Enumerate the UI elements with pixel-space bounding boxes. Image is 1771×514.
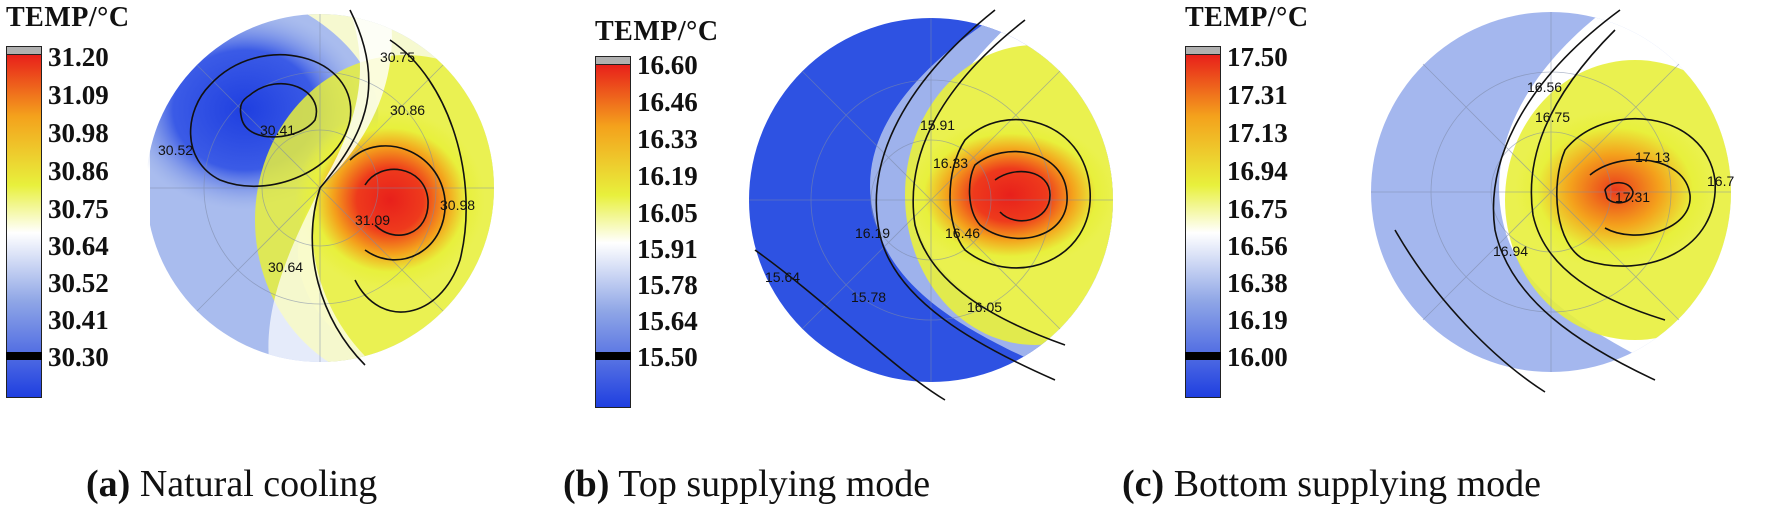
colorbar-tick: 15.64 <box>637 306 698 336</box>
colorbar <box>6 54 42 398</box>
colorbar-tick: 16.94 <box>1227 156 1288 186</box>
caption-letter: (b) <box>563 463 610 505</box>
polar-temperature-map: 30.75 30.86 30.41 30.52 31.09 30.98 30.6… <box>146 9 494 366</box>
contour-label: 15.91 <box>920 117 955 133</box>
panel-b: TEMP/°C 16.60 16.46 16.33 16.19 16.05 15… <box>563 0 1155 514</box>
contour-labels: 30.75 30.86 30.41 30.52 31.09 30.98 30.6… <box>158 49 475 275</box>
contour-label: 15.78 <box>851 289 886 305</box>
caption-letter: (c) <box>1122 463 1165 505</box>
contour-label: 31.09 <box>355 212 390 228</box>
colorbar-tick: 15.50 <box>637 342 698 372</box>
contour-label: 16.19 <box>855 225 890 241</box>
colorbar-tick: 15.91 <box>637 234 698 264</box>
polar-grid <box>1371 12 1731 372</box>
legend-title: TEMP/°C <box>595 16 719 47</box>
caption: (a) Natural cooling <box>86 462 377 506</box>
colorbar-tick: 16.00 <box>1227 342 1288 372</box>
polar-temperature-map: 16.56 16.75 17.13 17.31 16.94 16.7 <box>1371 9 1734 393</box>
contour-label: 17.31 <box>1615 189 1650 205</box>
colorbar-tick: 31.20 <box>48 42 109 72</box>
caption-text: Natural cooling <box>130 463 378 505</box>
colorbar-tick: 30.64 <box>48 231 109 261</box>
panel-c: TEMP/°C 17.50 17.31 17.13 16.94 16.75 16… <box>1122 0 1745 514</box>
colorbar-tick: 16.60 <box>637 50 698 80</box>
contour-label: 16.94 <box>1493 243 1528 259</box>
contour-label: 30.52 <box>158 142 193 158</box>
map-field <box>146 14 494 362</box>
panel-a: TEMP/°C 31.20 31.09 30.98 30.86 30.75 30… <box>0 0 560 514</box>
colorbar-tick: 30.52 <box>48 268 109 298</box>
contour-label: 16.46 <box>945 225 980 241</box>
contour-label: 30.41 <box>260 122 295 138</box>
legend-title: TEMP/°C <box>6 2 130 33</box>
contour-lines <box>189 9 467 366</box>
caption-text: Bottom supplying mode <box>1164 463 1542 505</box>
colorbar-tick: 16.05 <box>637 198 698 228</box>
colorbar-tick: 31.09 <box>48 80 109 110</box>
contour-label: 15.64 <box>765 269 800 285</box>
colorbar-tick: 16.19 <box>1227 305 1288 335</box>
colorbar-tick: 17.31 <box>1227 80 1288 110</box>
polar-temperature-map: 15.91 16.33 16.19 16.46 15.64 15.78 16.0… <box>749 9 1113 401</box>
colorbar-tick: 16.38 <box>1227 268 1288 298</box>
contour-label: 30.64 <box>268 259 303 275</box>
colorbar-tick: 16.75 <box>1227 194 1288 224</box>
colorbar-tick: 16.46 <box>637 87 698 117</box>
contour-label: 17.13 <box>1635 149 1670 165</box>
caption-letter: (a) <box>86 463 131 505</box>
contour-lines <box>1394 9 1716 393</box>
colorbar-tick: 17.13 <box>1227 118 1288 148</box>
caption: (b) Top supplying mode <box>563 462 930 506</box>
contour-label: 30.75 <box>380 49 415 65</box>
legend-title: TEMP/°C <box>1185 2 1309 33</box>
map-field <box>749 18 1113 382</box>
contour-label: 16.56 <box>1527 79 1562 95</box>
contour-label: 16.75 <box>1535 109 1570 125</box>
colorbar-bottom-cap <box>6 352 42 360</box>
caption: (c) Bottom supplying mode <box>1122 462 1541 506</box>
colorbar-tick: 15.78 <box>637 270 698 300</box>
contour-label: 16.33 <box>933 155 968 171</box>
contour-label: 30.86 <box>390 102 425 118</box>
contour-labels: 15.91 16.33 16.19 16.46 15.64 15.78 16.0… <box>765 117 1002 315</box>
colorbar-tick: 30.75 <box>48 194 109 224</box>
colorbar-tick: 17.50 <box>1227 42 1288 72</box>
caption-text: Top supplying mode <box>609 463 931 505</box>
contour-lines <box>754 9 1091 401</box>
map-field <box>1371 12 1731 372</box>
colorbar-tick: 16.33 <box>637 124 698 154</box>
colorbar <box>1185 54 1221 398</box>
colorbar-tick: 30.41 <box>48 305 109 335</box>
colorbar <box>595 64 631 408</box>
contour-label: 16.7 <box>1707 173 1734 189</box>
contour-label: 30.98 <box>440 197 475 213</box>
colorbar-tick: 16.56 <box>1227 231 1288 261</box>
contour-label: 16.05 <box>967 299 1002 315</box>
colorbar-tick: 16.19 <box>637 161 698 191</box>
colorbar-bottom-cap <box>1185 352 1221 360</box>
colorbar-tick: 30.86 <box>48 156 109 186</box>
polar-grid <box>749 18 1113 382</box>
colorbar-bottom-cap <box>595 352 631 360</box>
contour-labels: 16.56 16.75 17.13 17.31 16.94 16.7 <box>1493 79 1734 259</box>
colorbar-tick: 30.98 <box>48 118 109 148</box>
colorbar-tick: 30.30 <box>48 342 109 372</box>
